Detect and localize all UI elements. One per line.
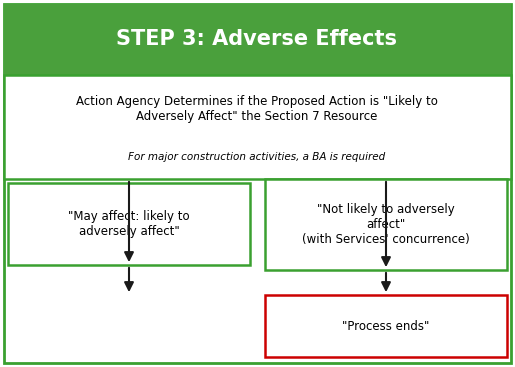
Bar — [265, 295, 507, 357]
Bar — [4, 75, 511, 179]
Bar — [265, 179, 507, 270]
Bar — [8, 183, 250, 265]
Text: "May affect: likely to
adversely affect": "May affect: likely to adversely affect" — [68, 210, 190, 238]
Text: "Not likely to adversely
affect"
(with Services' concurrence): "Not likely to adversely affect" (with S… — [302, 203, 470, 246]
Bar — [4, 4, 511, 75]
Text: "Process ends": "Process ends" — [342, 320, 430, 333]
Text: STEP 3: Adverse Effects: STEP 3: Adverse Effects — [116, 29, 398, 49]
Text: Action Agency Determines if the Proposed Action is "Likely to
Adversely Affect" : Action Agency Determines if the Proposed… — [76, 95, 438, 123]
Text: For major construction activities, a BA is required: For major construction activities, a BA … — [128, 152, 386, 162]
